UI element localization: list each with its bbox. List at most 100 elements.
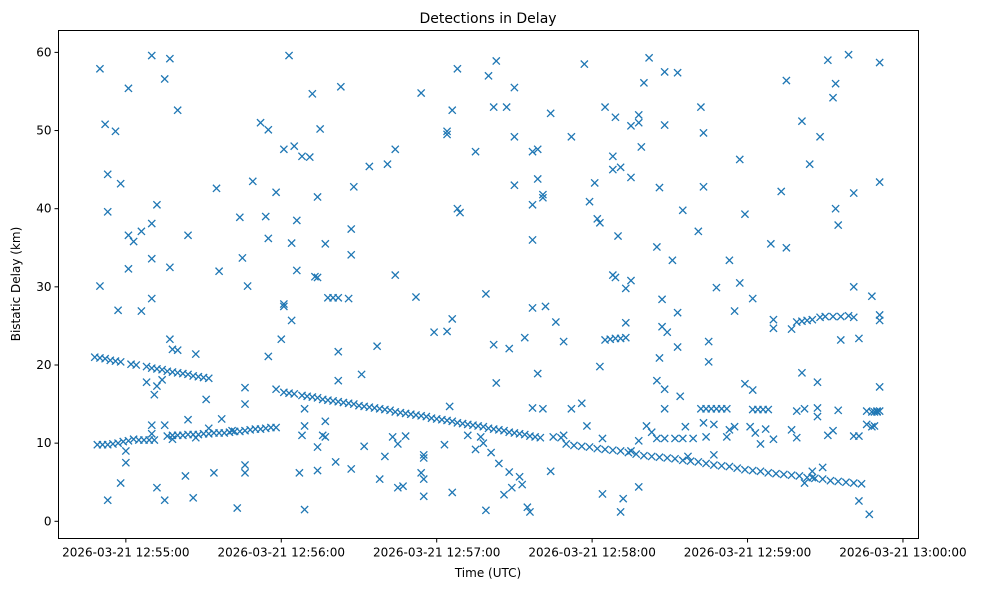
data-point bbox=[619, 494, 628, 503]
data-point bbox=[694, 457, 703, 466]
data-point bbox=[313, 443, 322, 452]
data-point bbox=[875, 316, 884, 325]
data-point bbox=[518, 480, 527, 489]
data-point bbox=[808, 473, 817, 482]
data-point bbox=[634, 118, 643, 127]
data-point bbox=[722, 432, 731, 441]
data-point bbox=[300, 421, 309, 431]
data-point bbox=[616, 507, 625, 516]
data-point bbox=[673, 68, 682, 77]
data-point bbox=[290, 389, 299, 398]
data-point bbox=[849, 478, 858, 488]
data-point bbox=[391, 271, 400, 280]
data-point bbox=[704, 337, 713, 346]
data-point bbox=[510, 83, 519, 92]
data-point bbox=[240, 460, 250, 470]
data-point bbox=[533, 174, 542, 184]
data-point bbox=[313, 192, 322, 202]
data-point bbox=[585, 443, 594, 452]
data-point bbox=[686, 457, 695, 466]
data-point bbox=[782, 243, 791, 252]
data-point bbox=[481, 506, 490, 515]
data-point bbox=[746, 422, 755, 431]
data-point bbox=[357, 370, 366, 379]
data-point bbox=[505, 344, 514, 353]
data-point bbox=[243, 282, 252, 291]
data-point bbox=[696, 103, 705, 112]
data-point bbox=[681, 422, 690, 431]
data-point bbox=[567, 132, 576, 141]
data-point bbox=[795, 471, 804, 481]
data-point bbox=[279, 299, 288, 309]
data-point bbox=[608, 446, 617, 455]
data-point bbox=[533, 369, 542, 378]
data-point bbox=[831, 204, 840, 213]
data-point bbox=[264, 352, 273, 361]
data-point bbox=[769, 315, 778, 324]
data-point bbox=[787, 425, 796, 434]
data-point bbox=[660, 385, 669, 394]
data-point bbox=[308, 89, 317, 98]
data-point bbox=[577, 442, 586, 451]
data-point bbox=[386, 406, 395, 415]
data-point bbox=[725, 462, 734, 471]
data-point bbox=[867, 292, 876, 301]
data-point bbox=[740, 210, 750, 219]
data-point bbox=[528, 303, 537, 313]
data-point bbox=[797, 117, 806, 126]
data-point bbox=[349, 400, 358, 409]
data-point bbox=[147, 254, 156, 263]
data-point bbox=[217, 414, 226, 423]
data-point bbox=[849, 282, 858, 291]
data-point bbox=[349, 182, 358, 191]
data-point bbox=[124, 231, 133, 240]
data-point bbox=[321, 432, 330, 441]
data-point bbox=[538, 193, 547, 202]
data-point bbox=[577, 399, 586, 408]
data-point bbox=[523, 503, 532, 512]
data-point bbox=[124, 84, 133, 93]
data-point bbox=[689, 434, 698, 443]
data-point bbox=[124, 436, 133, 445]
data-point bbox=[582, 421, 591, 431]
data-point bbox=[709, 420, 718, 429]
data-point bbox=[670, 454, 680, 463]
x-tick-label: 2026-03-21 13:00:00 bbox=[839, 546, 966, 560]
data-point bbox=[489, 103, 498, 112]
data-point bbox=[168, 435, 177, 444]
data-point bbox=[150, 435, 159, 445]
data-point bbox=[101, 120, 110, 129]
x-axis: 2026-03-21 12:55:00 2026-03-21 12:56:00 20… bbox=[62, 538, 967, 560]
data-point bbox=[670, 434, 680, 443]
data-point bbox=[279, 302, 288, 311]
data-point bbox=[173, 106, 182, 115]
data-point bbox=[730, 422, 739, 431]
data-point bbox=[562, 439, 571, 448]
data-point bbox=[116, 478, 125, 488]
data-point bbox=[634, 482, 643, 491]
data-point bbox=[764, 405, 773, 414]
data-point bbox=[694, 227, 703, 236]
data-point bbox=[608, 152, 617, 161]
data-point bbox=[717, 461, 726, 470]
data-point bbox=[735, 278, 744, 287]
data-point bbox=[132, 360, 141, 370]
data-point bbox=[284, 51, 294, 60]
data-point bbox=[305, 153, 314, 162]
data-point bbox=[722, 404, 731, 413]
data-point bbox=[191, 349, 200, 359]
data-point bbox=[541, 302, 550, 311]
data-point bbox=[492, 378, 501, 388]
data-point bbox=[137, 227, 146, 236]
data-point bbox=[699, 182, 708, 191]
data-point bbox=[528, 235, 537, 245]
data-point bbox=[238, 253, 247, 262]
data-point bbox=[660, 434, 669, 443]
data-point bbox=[657, 295, 667, 304]
data-point bbox=[360, 442, 369, 451]
data-point bbox=[655, 353, 664, 363]
data-point bbox=[709, 450, 718, 459]
data-point bbox=[165, 335, 174, 344]
data-point bbox=[152, 483, 161, 492]
